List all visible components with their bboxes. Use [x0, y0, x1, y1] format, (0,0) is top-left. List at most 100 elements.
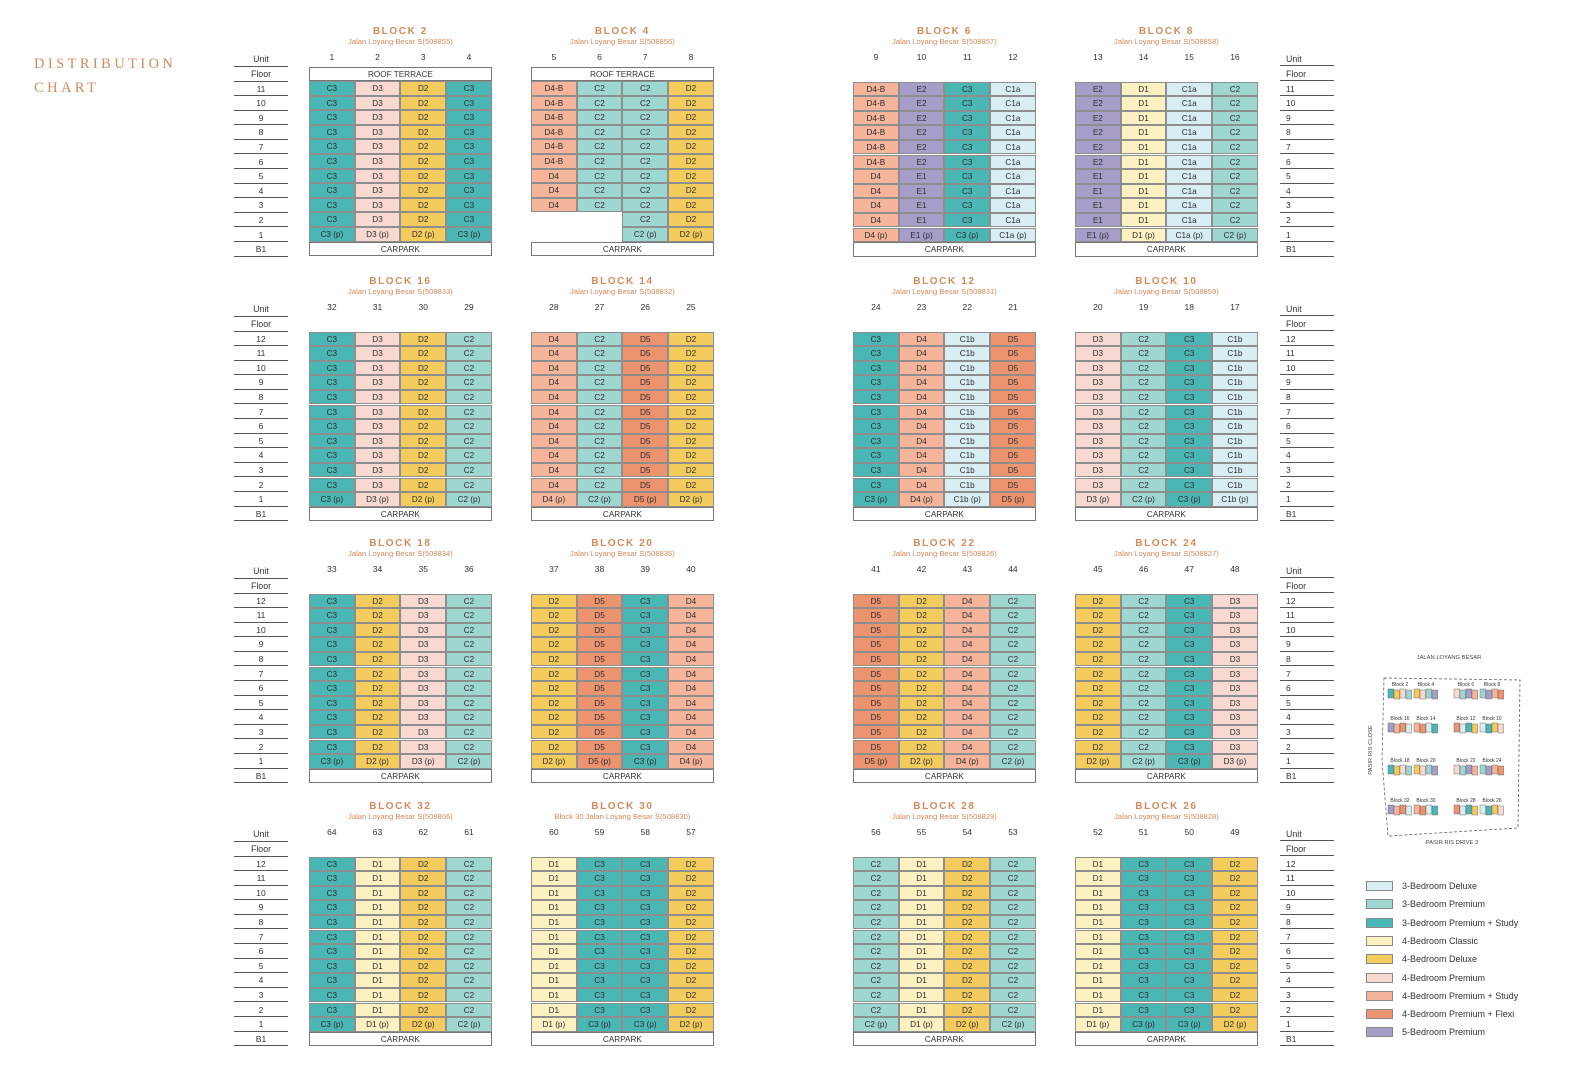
floor-axis-label: Floor — [1280, 317, 1334, 331]
keyplan-block-shape — [1491, 688, 1498, 699]
unit-cell: D4-B — [531, 81, 577, 96]
unit-cell: C2 — [990, 608, 1036, 623]
unit-cell: E1 — [1075, 212, 1121, 228]
unit-cell: D4 — [944, 710, 991, 725]
unit-cell: D4 — [853, 169, 899, 184]
unit-cell: C3 — [622, 856, 669, 872]
keyplan-block-shape — [1459, 805, 1466, 816]
unit-cell: C2 — [1120, 331, 1167, 347]
floor-axis-label: Floor — [1280, 842, 1334, 856]
unit-cell: D3 — [354, 462, 401, 478]
block-28-title: BLOCK 28 — [913, 801, 976, 812]
unit-cell: C2 — [1120, 462, 1167, 478]
unit-cell: D2 — [400, 154, 447, 169]
unit-cell: D1 — [531, 987, 577, 1003]
legend-swatch — [1366, 935, 1393, 946]
keyplan-block-label: Block 24 — [1482, 758, 1501, 764]
unit-cell: C3 — [576, 871, 623, 886]
unit-cell: D2 — [668, 404, 714, 420]
unit-cell: C3 — [309, 871, 355, 886]
floor-label: 6 — [1280, 681, 1334, 696]
unit-cell: C3 — [576, 856, 623, 872]
unit-number: 1 — [329, 52, 335, 62]
unit-cell: D2 — [1075, 622, 1121, 638]
floor-label: 1 — [1280, 228, 1334, 243]
unit-cell: D4 — [531, 168, 577, 184]
unit-cell: D4 — [531, 448, 577, 463]
legend-item: 4-Bedroom Premium — [1366, 972, 1566, 984]
unit-number: 50 — [1184, 827, 1194, 837]
unit-cell: E1 (p) — [1075, 227, 1121, 243]
block-6-title: BLOCK 6 — [916, 26, 972, 37]
unit-cell: D2 — [400, 885, 447, 901]
floor-axis-label: Floor — [234, 842, 288, 857]
unit-cell: D2 — [944, 914, 991, 930]
unit-cell: D5 — [990, 360, 1036, 376]
unit-number: 56 — [871, 827, 881, 837]
keyplan-block-shape — [1405, 805, 1412, 816]
block-28-carpark: CARPARK — [853, 1031, 1036, 1047]
unit-cell: C2 — [1120, 710, 1167, 725]
unit-cell: D2 — [668, 183, 714, 198]
floor-label: 7 — [1280, 405, 1334, 420]
unit-axis-label: Unit — [1280, 52, 1334, 66]
unit-cell: C1b — [1212, 404, 1258, 420]
unit-cell: D5 — [622, 433, 669, 449]
keyplan-block-label: Block 28 — [1456, 798, 1475, 804]
unit-cell: D2 — [400, 346, 447, 361]
unit-cell: D4 — [944, 739, 991, 755]
unit-cell: D2 — [354, 637, 401, 652]
unit-cell: D2 — [1075, 695, 1121, 711]
block-12-title: BLOCK 12 — [913, 276, 976, 287]
unit-cell: D3 — [354, 197, 401, 213]
unit-cell: D5 — [576, 739, 623, 755]
unit-cell: D5 — [576, 666, 623, 682]
unit-cell: D2 — [400, 900, 447, 915]
unit-cell: D2 — [668, 914, 714, 930]
unit-cell: D2 — [400, 95, 447, 111]
unit-cell: D4 — [668, 666, 714, 682]
unit-cell: D4 — [531, 360, 577, 376]
legend-swatch — [1366, 954, 1393, 965]
unit-cell: C2 — [576, 419, 623, 434]
unit-cell: C2 — [1120, 739, 1167, 755]
unit-cell: C1a — [1166, 198, 1213, 213]
unit-cell: C2 — [1120, 724, 1167, 740]
block-20-title: BLOCK 20 — [591, 538, 654, 549]
unit-cell: D1 — [531, 871, 577, 886]
unit-cell: D5 — [853, 637, 899, 652]
unit-cell: C3 — [1120, 885, 1167, 901]
unit-cell: D2 — [1212, 987, 1258, 1003]
unit-cell: D3 — [354, 360, 401, 376]
unit-cell: D1 — [1075, 929, 1121, 945]
floor-label: 8 — [234, 915, 288, 930]
unit-cell: C2 — [446, 346, 492, 361]
unit-cell: D3 — [354, 168, 401, 184]
unit-cell: D2 (p) — [668, 492, 714, 507]
unit-cell: C1a — [1166, 81, 1213, 97]
unit-cell: C1a — [1166, 169, 1213, 184]
unit-axis-label: Unit — [234, 52, 288, 67]
unit-cell: C2 — [1212, 110, 1258, 126]
keyplan-block-shape — [1471, 765, 1478, 776]
unit-cell: D2 — [400, 139, 447, 154]
unit-cell: D5 — [576, 695, 623, 711]
unit-cell: C3 — [309, 139, 355, 154]
keyplan-block-shape — [1405, 723, 1412, 734]
unit-cell: C3 — [622, 987, 669, 1003]
floor-label: 12 — [234, 332, 288, 347]
unit-cell: C2 — [576, 462, 623, 478]
keyplan-block-shape — [1459, 765, 1466, 776]
floor-label: 12 — [1280, 594, 1334, 609]
keyplan-block-shape — [1491, 722, 1498, 733]
unit-cell: C3 (p) — [1120, 1017, 1167, 1032]
unit-cell: D2 — [668, 433, 714, 449]
unit-cell: D2 — [400, 81, 447, 96]
unit-cell: C3 — [1120, 1002, 1167, 1018]
unit-cell: C2 — [576, 360, 623, 376]
floor-label: 11 — [234, 608, 288, 623]
unit-number: 31 — [372, 302, 383, 312]
unit-cell: C2 — [853, 944, 899, 959]
unit-number: 13 — [1093, 52, 1103, 62]
block-18-title: BLOCK 18 — [369, 538, 432, 549]
